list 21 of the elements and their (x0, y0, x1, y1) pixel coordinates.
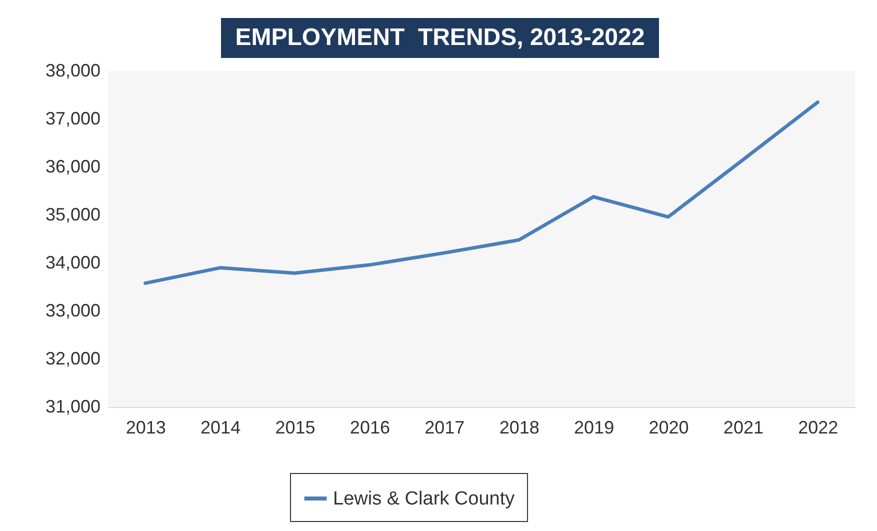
chart-title: EMPLOYMENT TRENDS, 2013-2022 (221, 18, 659, 58)
x-tick-label: 2018 (499, 418, 540, 438)
y-tick-label: 31,000 (45, 396, 100, 416)
x-tick-label: 2019 (574, 418, 614, 438)
x-tick-label: 2015 (275, 418, 316, 438)
x-tick-label: 2021 (723, 418, 764, 438)
x-tick-label: 2017 (424, 418, 465, 438)
x-tick-label: 2016 (350, 418, 390, 438)
y-tick-label: 35,000 (45, 204, 100, 224)
x-tick-label: 2014 (200, 418, 241, 438)
x-tick-label: 2013 (126, 418, 166, 438)
legend-label: Lewis & Clark County (333, 488, 516, 510)
line-series (144, 100, 820, 285)
y-tick-label: 36,000 (45, 156, 100, 176)
x-tick-label: 2020 (648, 418, 689, 438)
y-tick-label: 34,000 (45, 252, 100, 272)
y-tick-label: 33,000 (45, 300, 100, 320)
y-tick-label: 37,000 (45, 108, 100, 128)
y-tick-label: 32,000 (45, 348, 100, 368)
y-tick-label: 38,000 (45, 60, 100, 80)
x-tick-label: 2022 (798, 418, 838, 438)
